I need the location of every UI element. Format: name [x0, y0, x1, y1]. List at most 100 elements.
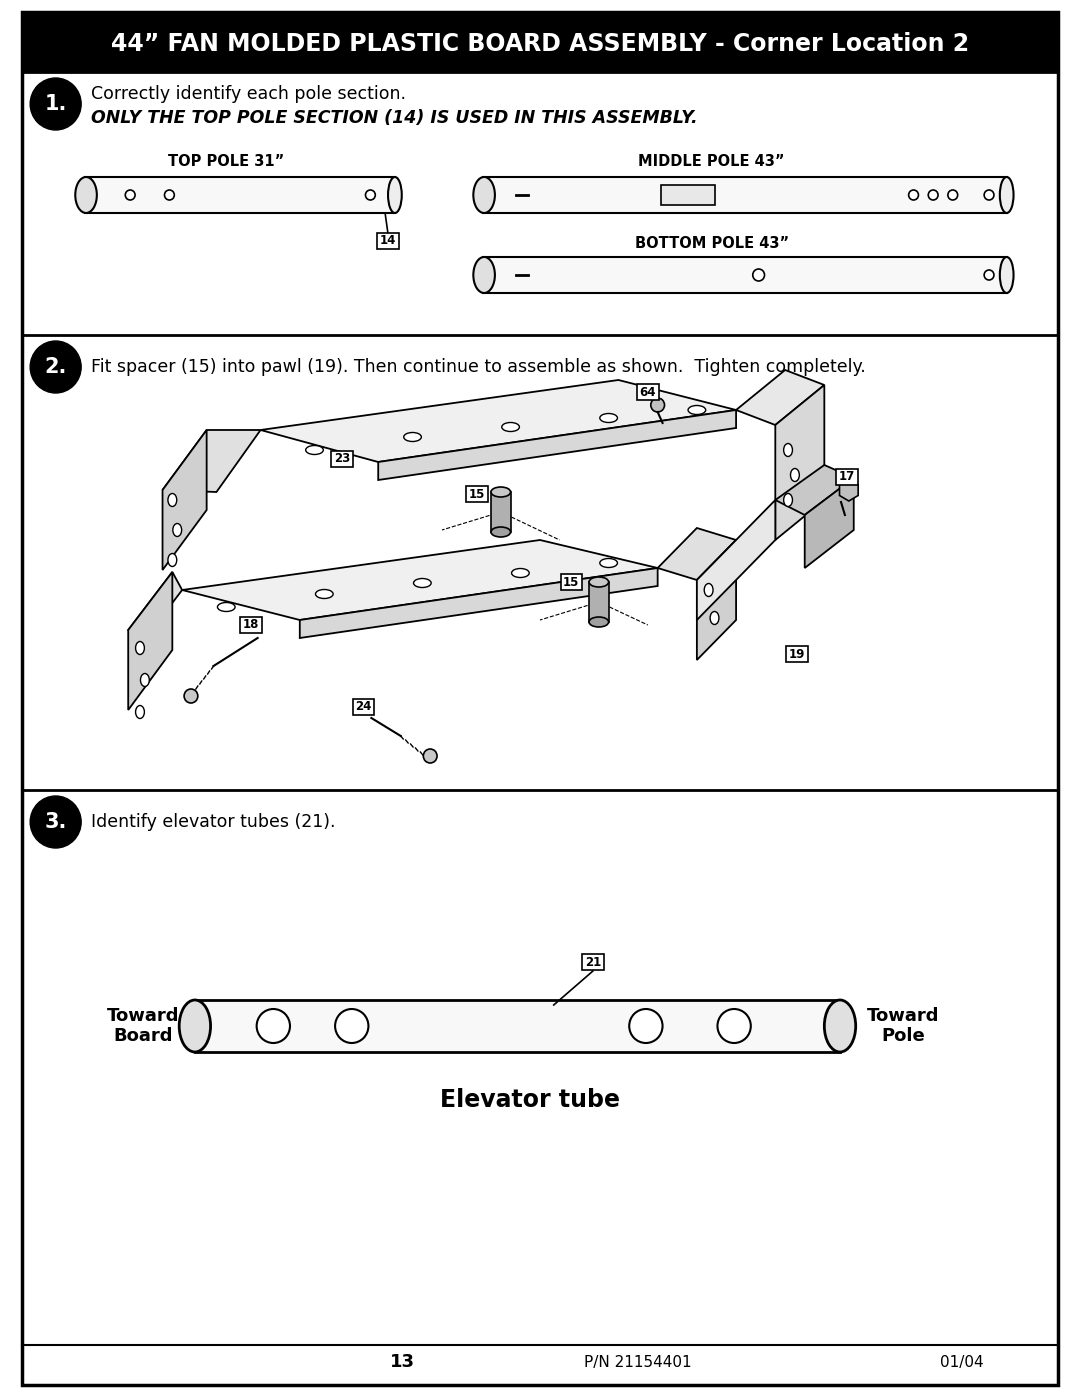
Circle shape [30, 796, 81, 848]
Polygon shape [697, 500, 775, 620]
Ellipse shape [491, 527, 511, 536]
Text: 15: 15 [469, 488, 485, 500]
Text: 19: 19 [788, 647, 805, 661]
Text: Identify elevator tubes (21).: Identify elevator tubes (21). [91, 813, 336, 831]
Ellipse shape [711, 612, 719, 624]
Ellipse shape [414, 578, 431, 588]
Text: 44” FAN MOLDED PLASTIC BOARD ASSEMBLY - Corner Location 2: 44” FAN MOLDED PLASTIC BOARD ASSEMBLY - … [111, 32, 969, 56]
Text: 17: 17 [839, 471, 855, 483]
Ellipse shape [306, 446, 323, 454]
Bar [637, 384, 659, 400]
Ellipse shape [1000, 177, 1013, 212]
Polygon shape [775, 386, 824, 541]
Circle shape [984, 190, 994, 200]
Circle shape [651, 398, 664, 412]
Circle shape [365, 190, 375, 200]
Text: ONLY THE TOP POLE SECTION (14) IS USED IN THIS ASSEMBLY.: ONLY THE TOP POLE SECTION (14) IS USED I… [91, 109, 698, 127]
Circle shape [125, 190, 135, 200]
Ellipse shape [791, 468, 799, 482]
Text: 18: 18 [243, 619, 259, 631]
Circle shape [423, 749, 437, 763]
Text: Elevator tube: Elevator tube [441, 1088, 620, 1112]
Bar [23, 13, 1057, 73]
Polygon shape [162, 430, 206, 570]
Bar [332, 451, 353, 467]
Text: TOP POLE 31”: TOP POLE 31” [168, 155, 284, 169]
Bar [467, 486, 488, 502]
Ellipse shape [388, 177, 402, 212]
Text: P/N 21154401: P/N 21154401 [584, 1355, 692, 1369]
Circle shape [30, 78, 81, 130]
Bar [353, 698, 375, 715]
Ellipse shape [76, 177, 97, 212]
Ellipse shape [599, 559, 618, 567]
Ellipse shape [512, 569, 529, 577]
Ellipse shape [784, 443, 793, 457]
Circle shape [948, 190, 958, 200]
Polygon shape [775, 465, 854, 515]
Text: 64: 64 [639, 386, 656, 398]
Polygon shape [737, 370, 824, 425]
Text: Toward
Pole: Toward Pole [866, 1007, 939, 1045]
Circle shape [908, 190, 918, 200]
Ellipse shape [140, 673, 149, 686]
Circle shape [928, 190, 939, 200]
Ellipse shape [784, 493, 793, 507]
Ellipse shape [1000, 257, 1013, 293]
Text: 15: 15 [563, 576, 580, 588]
Text: 13: 13 [390, 1354, 415, 1370]
Polygon shape [697, 541, 737, 659]
Ellipse shape [824, 1000, 855, 1052]
Bar [582, 954, 604, 970]
Bar [194, 1000, 840, 1052]
Text: 01/04: 01/04 [940, 1355, 984, 1369]
Ellipse shape [315, 590, 333, 598]
Ellipse shape [167, 553, 177, 567]
Circle shape [257, 1009, 291, 1044]
Bar [483, 257, 1007, 293]
Text: 14: 14 [380, 235, 396, 247]
Ellipse shape [704, 584, 713, 597]
Text: BOTTOM POLE 43”: BOTTOM POLE 43” [635, 236, 788, 251]
Polygon shape [129, 571, 173, 710]
Text: 21: 21 [584, 956, 602, 968]
Text: 23: 23 [334, 453, 350, 465]
Bar [836, 469, 858, 485]
Ellipse shape [136, 641, 145, 655]
Ellipse shape [589, 617, 609, 627]
Polygon shape [658, 528, 737, 580]
Bar [661, 184, 715, 205]
Polygon shape [491, 492, 511, 532]
Ellipse shape [179, 1000, 211, 1052]
Ellipse shape [688, 405, 705, 415]
Bar [377, 233, 399, 249]
Circle shape [984, 270, 994, 279]
Circle shape [753, 270, 765, 281]
Bar [786, 645, 808, 662]
Text: 3.: 3. [44, 812, 67, 833]
Polygon shape [378, 409, 737, 481]
Bar [240, 617, 261, 633]
Ellipse shape [217, 602, 235, 612]
Circle shape [164, 190, 174, 200]
Ellipse shape [599, 414, 618, 422]
Polygon shape [183, 541, 658, 620]
Text: 2.: 2. [44, 358, 67, 377]
Ellipse shape [136, 705, 145, 718]
Text: MIDDLE POLE 43”: MIDDLE POLE 43” [638, 155, 785, 169]
Text: 1.: 1. [44, 94, 67, 115]
Ellipse shape [473, 177, 495, 212]
Circle shape [184, 689, 198, 703]
Ellipse shape [589, 577, 609, 587]
Text: Toward
Board: Toward Board [107, 1007, 179, 1045]
Ellipse shape [173, 524, 181, 536]
Circle shape [630, 1009, 662, 1044]
Text: 24: 24 [355, 700, 372, 714]
Polygon shape [805, 478, 854, 569]
Text: Fit spacer (15) into pawl (19). Then continue to assemble as shown.  Tighten com: Fit spacer (15) into pawl (19). Then con… [91, 358, 866, 376]
Circle shape [335, 1009, 368, 1044]
Circle shape [717, 1009, 751, 1044]
Bar [483, 177, 1007, 212]
Ellipse shape [491, 488, 511, 497]
Polygon shape [589, 583, 609, 622]
